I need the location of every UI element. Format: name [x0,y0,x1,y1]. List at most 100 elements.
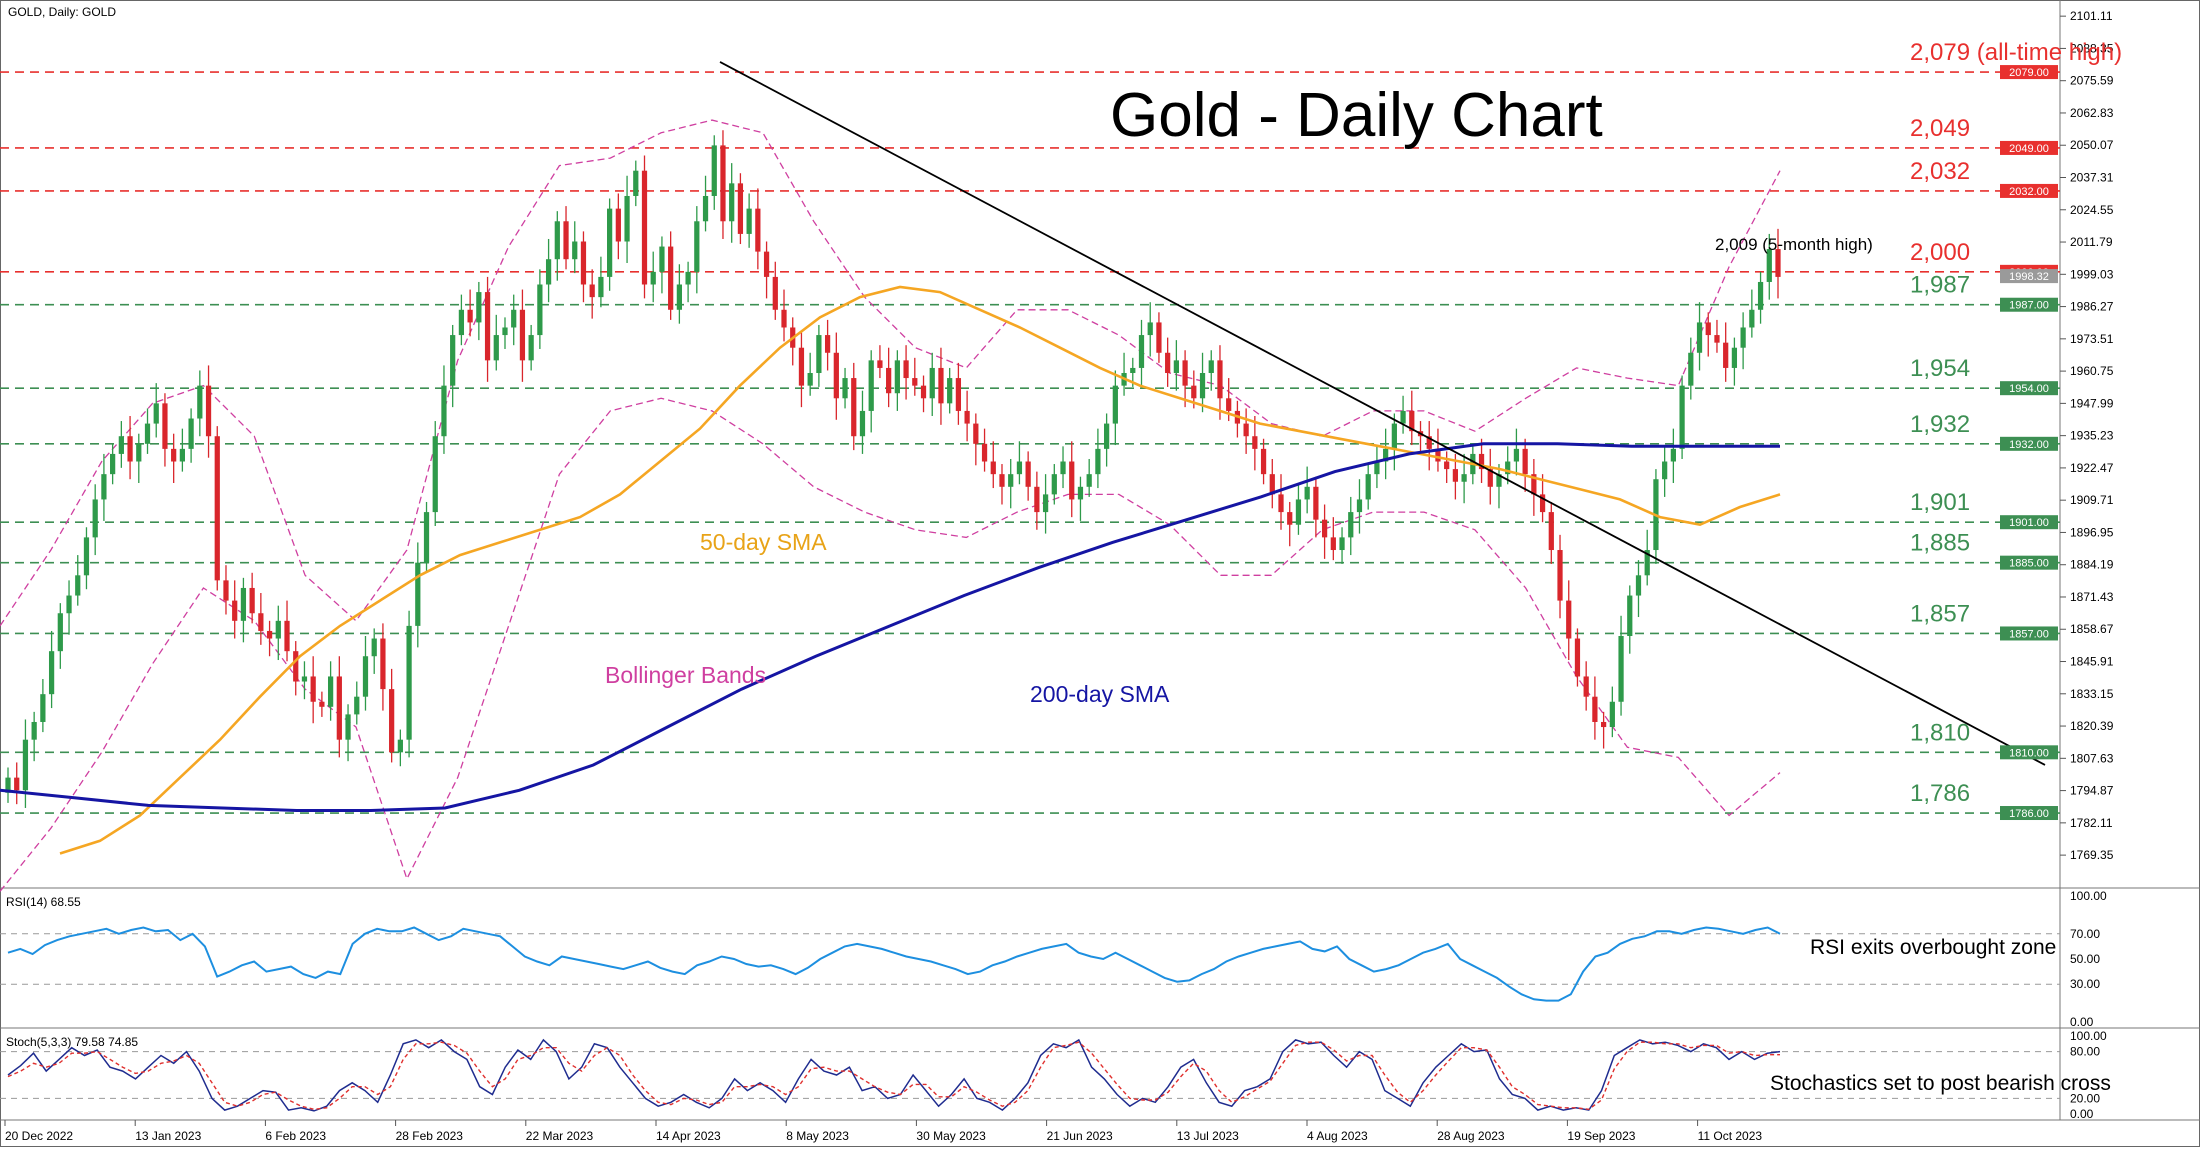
candle-body [214,436,220,581]
date-tick-label: 13 Jan 2023 [135,1129,201,1143]
candle-body [537,284,543,336]
candle-body [83,537,90,576]
level-tag-text: 1786.00 [2009,808,2049,820]
candle-body [1295,499,1302,525]
candle-body [319,701,325,707]
rsi-tick-label: 50.00 [2070,952,2100,966]
rsi-note: RSI exits overbought zone [1810,936,2056,959]
level-label: 1,857 [1910,600,1970,627]
candle-body [1287,512,1293,525]
candle-body [232,600,238,621]
price-tick-label: 1833.15 [2070,687,2114,701]
candle-body [1208,360,1214,374]
rsi-tick-label: 100.00 [2070,889,2107,903]
candle-body [955,378,962,411]
candle-body [1461,474,1467,482]
price-tick-label: 1935.23 [2070,429,2114,443]
stoch-title: Stoch(5,3,3) 79.58 74.85 [6,1035,138,1049]
candle-body [110,453,116,475]
candle-body [572,241,578,260]
date-axis: 20 Dec 2022 13 Jan 2023 6 Feb 2023 28 Feb 2… [4,1120,1762,1143]
level-label: 2,049 [1910,115,1970,142]
trendline-group [719,61,2046,766]
level-label: 1,954 [1910,355,1970,382]
candle-body [1478,453,1485,470]
bollinger-label: Bollinger Bands [605,662,766,688]
date-tick-label: 28 Feb 2023 [396,1129,464,1143]
candle-body [755,208,761,252]
candle-body [1731,347,1738,368]
price-axis-ticks: 2101.11 2088.35 2075.59 2062.83 2050.07 2037.… [2060,9,2114,862]
level-tag-text: 1901.00 [2009,517,2049,529]
date-tick-label: 19 Sep 2023 [1567,1129,1635,1143]
candle-body [1104,423,1110,449]
candle-body [1060,461,1066,475]
level-label: 2,000 [1910,239,1970,266]
candle-body [947,378,953,404]
price-tick-label: 2011.79 [2070,235,2113,249]
candle-body [650,271,656,285]
candle-body [1278,494,1284,513]
price-tick-label: 1922.47 [2070,461,2114,475]
candle-body [336,676,342,740]
candle-body [1723,342,1729,368]
candle-body [999,474,1005,487]
candle-body [484,292,491,361]
candle-body [1313,486,1319,520]
candle-body [1051,474,1057,495]
candle-body [1356,499,1363,513]
candle-body [720,145,726,222]
candle-body [729,183,735,222]
candle-body [1670,448,1676,462]
candle-body [205,385,212,437]
candle-body [685,271,691,285]
price-tick-label: 1769.35 [2070,848,2114,862]
level-tag-box [2000,140,2058,155]
candle-body [1217,360,1223,399]
price-tick-label: 1947.99 [2070,396,2114,410]
level-label: 2,032 [1910,158,1970,185]
candle-body [589,284,595,298]
candle-body [607,208,613,277]
candle-body [859,410,866,437]
candle-body [615,208,621,242]
candle-body [432,436,438,513]
candle-body [467,309,473,323]
candle-body [502,327,508,336]
candle-body [458,309,465,336]
level-label: 1,932 [1910,411,1970,438]
candle-body [981,443,988,462]
date-tick-label: 14 Apr 2023 [656,1129,721,1143]
level-tag-text: 2079.00 [2009,67,2049,79]
candle-body [842,378,848,399]
candle-body [57,613,63,652]
candle-body [1269,474,1275,495]
level-price-tags: 2079.002049.002032.002000.001987.001954.… [2000,65,2058,821]
candle-body [1243,423,1249,437]
candle-body [1452,469,1459,482]
candle-body [1182,360,1188,386]
candle-body [1487,469,1493,487]
rsi-pane: 100.00 70.00 50.00 30.00 0.00 [0,889,2107,1029]
candle-body [1226,398,1232,411]
chart-title: Gold - Daily Chart [1110,81,1603,150]
price-tick-label: 1820.39 [2070,719,2114,733]
sma50-line [59,285,1781,855]
stoch-tick-label: 20.00 [2070,1091,2100,1105]
candle-body [380,638,386,690]
candle-body [737,183,744,234]
candle-body [1383,448,1389,462]
stoch-note: Stochastics set to post bearish cross [1770,1072,2111,1095]
candle-body [223,580,229,601]
candle-body [833,352,839,399]
candle-body [903,360,909,379]
candle-body [877,360,883,368]
level-tag-text: 2032.00 [2009,186,2049,198]
candle-body [1042,494,1049,513]
candle-body [1539,494,1546,513]
price-tick-label: 2024.55 [2070,203,2114,217]
rsi-line [7,926,1781,1002]
candle-body [624,195,630,242]
